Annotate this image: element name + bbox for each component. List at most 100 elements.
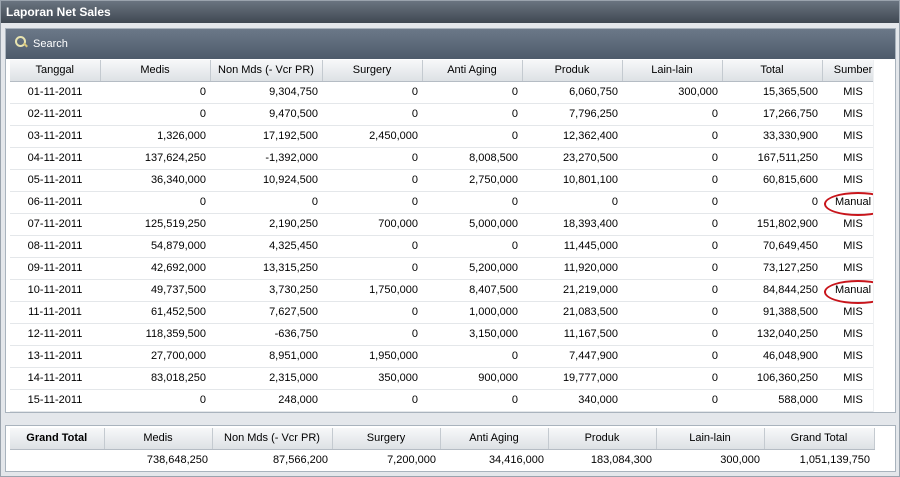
cell-non-mds: 3,730,250 [210,279,322,302]
cell-tanggal: 14-11-2011 [10,367,100,390]
cell-surgery: 0 [322,389,422,412]
cell-total: 91,388,500 [722,301,822,324]
table-row[interactable]: 10-11-2011 49,737,500 3,730,250 1,750,000 8,… [10,279,892,303]
cell-anti-aging: 0 [422,81,522,104]
cell-anti-aging: 8,407,500 [422,279,522,302]
table-row[interactable]: 12-11-2011 118,359,500 -636,750 0 3,150,000 1… [10,323,884,346]
col-header-non-mds[interactable]: Non Mds (- Vcr PR) [210,60,323,82]
cell-lain-lain: 0 [622,367,722,390]
cell-sumber: Manual [822,279,892,303]
cell-produk: 0 [522,191,622,214]
cell-non-mds: 2,190,250 [210,213,322,236]
cell-produk: 340,000 [522,389,622,412]
cell-non-mds: -1,392,000 [210,147,322,170]
cell-non-mds: 2,315,000 [210,367,322,390]
col-header-medis[interactable]: Medis [100,60,211,82]
cell-anti-aging: 5,200,000 [422,257,522,280]
cell-surgery: 0 [322,301,422,324]
col-header-surgery[interactable]: Surgery [322,60,423,82]
cell-medis: 83,018,250 [100,367,210,390]
cell-surgery: 1,950,000 [322,345,422,368]
sales-table: Tanggal Medis Non Mds (- Vcr PR) Surgery… [10,60,892,412]
cell-total: 60,815,600 [722,169,822,192]
cell-tanggal: 12-11-2011 [10,323,100,346]
cell-produk: 19,777,000 [522,367,622,390]
cell-non-mds: 17,192,500 [210,125,322,148]
cell-lain-lain: 0 [622,257,722,280]
cell-surgery: 0 [322,147,422,170]
cell-lain-lain: 0 [622,323,722,346]
cell-tanggal: 13-11-2011 [10,345,100,368]
cell-medis: 42,692,000 [100,257,210,280]
cell-anti-aging: 1,000,000 [422,301,522,324]
cell-medis: 118,359,500 [100,323,210,346]
cell-produk: 21,219,000 [522,279,622,302]
grand-total-label: Grand Total [10,428,105,450]
cell-produk: 6,060,750 [522,81,622,104]
cell-surgery: 350,000 [322,367,422,390]
table-row[interactable]: 01-11-2011 0 9,304,750 0 0 6,060,750 300,000 15… [10,81,884,104]
cell-medis: 0 [100,103,210,126]
col-header-total[interactable]: Total [722,60,823,82]
cell-tanggal: 03-11-2011 [10,125,100,148]
table-row[interactable]: 08-11-2011 54,879,000 4,325,450 0 0 11,445,00… [10,235,884,258]
cell-produk: 18,393,400 [522,213,622,236]
col-header-lain-lain[interactable]: Lain-lain [622,60,723,82]
cell-tanggal: 06-11-2011 [10,191,100,214]
cell-total: 106,360,250 [722,367,822,390]
table-row[interactable]: 06-11-2011 0 0 0 0 0 0 0 Manual [10,191,892,215]
cell-lain-lain: 0 [622,301,722,324]
table-row[interactable]: 04-11-2011 137,624,250 -1,392,000 0 8,008,50… [10,147,884,170]
cell-non-mds: 9,304,750 [210,81,322,104]
table-row[interactable]: 03-11-2011 1,326,000 17,192,500 2,450,000 0 1… [10,125,884,148]
table-row[interactable]: 07-11-2011 125,519,250 2,190,250 700,000 5,0… [10,213,884,236]
col-header-produk[interactable]: Produk [522,60,623,82]
table-row[interactable]: 09-11-2011 42,692,000 13,315,250 0 5,200,000… [10,257,884,280]
cell-produk: 11,167,500 [522,323,622,346]
cell-lain-lain: 0 [622,279,722,302]
cell-produk: 10,801,100 [522,169,622,192]
table-row[interactable]: 11-11-2011 61,452,500 7,627,500 0 1,000,000 2… [10,301,884,324]
cell-medis: 49,737,500 [100,279,210,302]
cell-total: 17,266,750 [722,103,822,126]
cell-total: 46,048,900 [722,345,822,368]
cell-sumber: MIS [822,147,884,170]
cell-sumber: MIS [822,301,884,324]
gt-value-non-mds: 87,566,200 [272,454,328,467]
cell-surgery: 1,750,000 [322,279,422,302]
cell-tanggal: 07-11-2011 [10,213,100,236]
cell-tanggal: 10-11-2011 [10,279,100,302]
table-row[interactable]: 15-11-2011 0 248,000 0 0 340,000 0 588,000 MIS [10,389,884,412]
cell-lain-lain: 0 [622,345,722,368]
cell-surgery: 0 [322,169,422,192]
cell-total: 73,127,250 [722,257,822,280]
cell-non-mds: 8,951,000 [210,345,322,368]
table-row[interactable]: 14-11-2011 83,018,250 2,315,000 350,000 900,… [10,367,884,390]
cell-anti-aging: 8,008,500 [422,147,522,170]
table-row[interactable]: 02-11-2011 0 9,470,500 0 0 7,796,250 0 17,266,7… [10,103,884,126]
cell-non-mds: 10,924,500 [210,169,322,192]
cell-surgery: 0 [322,235,422,258]
cell-sumber: MIS [822,345,884,368]
search-toggle[interactable]: Search [6,29,895,59]
cell-sumber: MIS [822,103,884,126]
cell-tanggal: 05-11-2011 [10,169,100,192]
table-row[interactable]: 05-11-2011 36,340,000 10,924,500 0 2,750,000… [10,169,884,192]
col-header-sumber[interactable]: Sumber [822,60,885,82]
col-header-anti-aging[interactable]: Anti Aging [422,60,523,82]
cell-sumber: MIS [822,389,884,412]
search-icon [15,36,29,48]
gt-value-produk: 183,084,300 [590,454,652,467]
gt-header-anti-aging: Anti Aging [440,428,549,450]
col-header-tanggal[interactable]: Tanggal [10,60,101,82]
grand-total-header-row: Grand Total Medis Non Mds (- Vcr PR) Sur… [10,428,875,450]
table-row[interactable]: 13-11-2011 27,700,000 8,951,000 1,950,000 0 7… [10,345,884,368]
gt-value-lain-lain: 300,000 [720,454,760,467]
cell-medis: 61,452,500 [100,301,210,324]
cell-medis: 0 [100,191,210,214]
cell-surgery: 700,000 [322,213,422,236]
cell-anti-aging: 900,000 [422,367,522,390]
gt-header-produk: Produk [548,428,657,450]
search-label: Search [33,38,68,50]
cell-sumber: MIS [822,323,884,346]
